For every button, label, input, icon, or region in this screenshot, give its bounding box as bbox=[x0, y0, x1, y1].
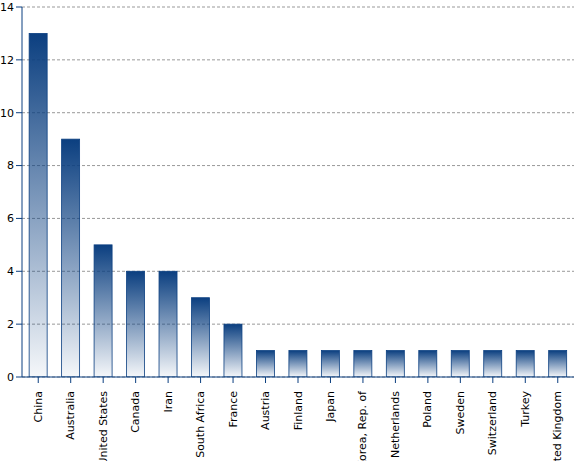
svg-text:14: 14 bbox=[8, 1, 14, 14]
svg-text:Canada: Canada bbox=[129, 391, 142, 433]
svg-text:0: 0 bbox=[8, 371, 14, 384]
svg-text:12: 12 bbox=[8, 54, 14, 67]
svg-text:Turkey: Turkey bbox=[519, 391, 532, 428]
svg-text:United Kingdom: United Kingdom bbox=[551, 391, 564, 461]
svg-text:Iran: Iran bbox=[162, 391, 175, 413]
svg-text:Japan: Japan bbox=[324, 391, 337, 423]
svg-text:10: 10 bbox=[8, 107, 14, 120]
svg-text:France: France bbox=[227, 391, 240, 428]
svg-text:6: 6 bbox=[8, 212, 14, 225]
svg-text:Austria: Austria bbox=[259, 391, 272, 430]
svg-text:Netherlands: Netherlands bbox=[389, 391, 402, 458]
svg-text:Finland: Finland bbox=[292, 391, 305, 430]
svg-text:Sweden: Sweden bbox=[454, 391, 467, 434]
svg-text:Poland: Poland bbox=[421, 391, 434, 428]
svg-text:Korea, Rep. of: Korea, Rep. of bbox=[356, 390, 369, 461]
svg-text:China: China bbox=[32, 391, 45, 422]
svg-text:4: 4 bbox=[8, 265, 14, 278]
svg-text:South Africa: South Africa bbox=[194, 391, 207, 458]
svg-text:Australia: Australia bbox=[64, 391, 77, 440]
svg-text:United States: United States bbox=[97, 391, 110, 461]
svg-text:Switzerland: Switzerland bbox=[486, 391, 499, 455]
svg-text:8: 8 bbox=[8, 159, 14, 172]
svg-text:2: 2 bbox=[8, 318, 14, 331]
